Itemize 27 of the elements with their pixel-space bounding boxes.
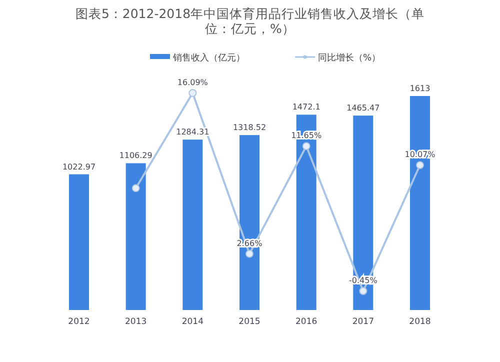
x-tick-label: 2015 (238, 317, 260, 327)
data-label: 1465.47 (346, 104, 380, 113)
data-label: 1613 (410, 84, 430, 93)
bar (182, 140, 203, 310)
point (416, 161, 424, 170)
data-label: 1284.31 (176, 128, 210, 137)
x-tick-label: 2012 (68, 317, 90, 327)
point (359, 287, 368, 295)
data-label: 1472.1 (292, 102, 320, 112)
x-tick-label: 2016 (296, 317, 318, 327)
data-label: 1022.97 (62, 162, 96, 172)
bar (69, 174, 89, 310)
data-label: 1318.52 (232, 123, 266, 132)
legend-label: 销售收入（亿元） (172, 52, 245, 64)
point (132, 184, 140, 192)
x-tick-label: 2017 (352, 317, 374, 327)
data-label: 1106.29 (119, 151, 152, 160)
data-label: 16.09% (177, 78, 208, 87)
chart-title: 图表5：2012-2018年中国体育用品行业销售收入及增长（单位：亿元，%） (75, 6, 425, 36)
x-tick-label: 2013 (125, 317, 147, 327)
x-tick-label: 2018 (409, 317, 431, 327)
x-tick-label: 2014 (182, 317, 204, 327)
point (302, 142, 310, 150)
point (246, 250, 254, 258)
point (188, 89, 197, 97)
bar (126, 163, 146, 310)
legend-label: 同比增长（%） (318, 52, 381, 64)
